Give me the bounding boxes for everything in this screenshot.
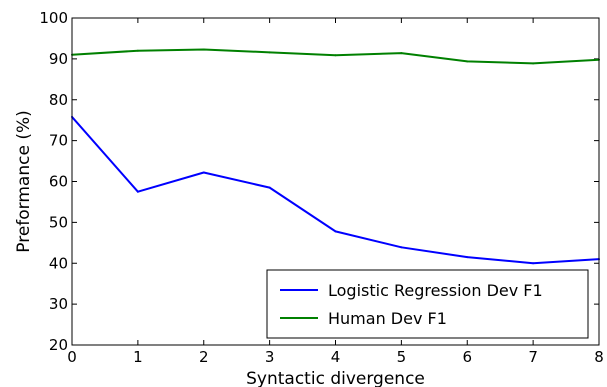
plot-frame [71, 17, 600, 346]
legend-label-human: Human Dev F1 [328, 309, 447, 328]
series-0-point [532, 262, 535, 265]
x-tick-label: 1 [133, 348, 143, 366]
series-0-point [400, 246, 403, 249]
x-axis-ticks: 0 1 2 3 4 5 6 7 8 [67, 18, 604, 366]
y-tick-label: 70 [49, 132, 68, 150]
legend-box [266, 269, 589, 339]
x-axis-title: Syntactic divergence [246, 369, 425, 387]
series-1-point [202, 48, 205, 51]
y-tick-label: 100 [39, 9, 68, 27]
series-1-point [268, 51, 271, 54]
x-tick-label: 5 [397, 348, 407, 366]
x-tick-label: 7 [528, 348, 538, 366]
series-1-point [532, 62, 535, 65]
y-axis-title: Preformance (%) [14, 110, 34, 252]
x-tick-label: 4 [331, 348, 341, 366]
series-0-point [136, 190, 139, 193]
series-0-point [202, 171, 205, 174]
x-tick-label: 2 [199, 348, 209, 366]
y-axis-ticks: 20 30 40 50 60 70 80 90 100 [39, 9, 599, 354]
series-0-point [268, 186, 271, 189]
series-1-point [400, 52, 403, 55]
series-layer [71, 48, 600, 265]
x-tick-label: 6 [462, 348, 472, 366]
y-tick-label: 60 [49, 173, 68, 191]
y-tick-label: 50 [49, 213, 68, 231]
legend: Logistic Regression Dev F1 Human Dev F1 [266, 269, 589, 339]
y-tick-label: 80 [49, 91, 68, 109]
series-1-point [466, 60, 469, 63]
legend-label-logistic-regression: Logistic Regression Dev F1 [328, 281, 543, 300]
y-tick-label: 30 [49, 295, 68, 313]
series-1-point [136, 49, 139, 52]
x-tick-label: 8 [594, 348, 604, 366]
y-tick-label: 90 [49, 50, 68, 68]
y-tick-label: 40 [49, 254, 68, 272]
y-tick-label: 20 [49, 336, 68, 354]
series-0-point [334, 230, 337, 233]
series-1-point [334, 54, 337, 57]
series-line-1 [71, 48, 600, 65]
series-line-0 [71, 116, 600, 265]
series-0-point [466, 256, 469, 259]
x-tick-label: 3 [265, 348, 275, 366]
x-tick-label: 0 [67, 348, 77, 366]
